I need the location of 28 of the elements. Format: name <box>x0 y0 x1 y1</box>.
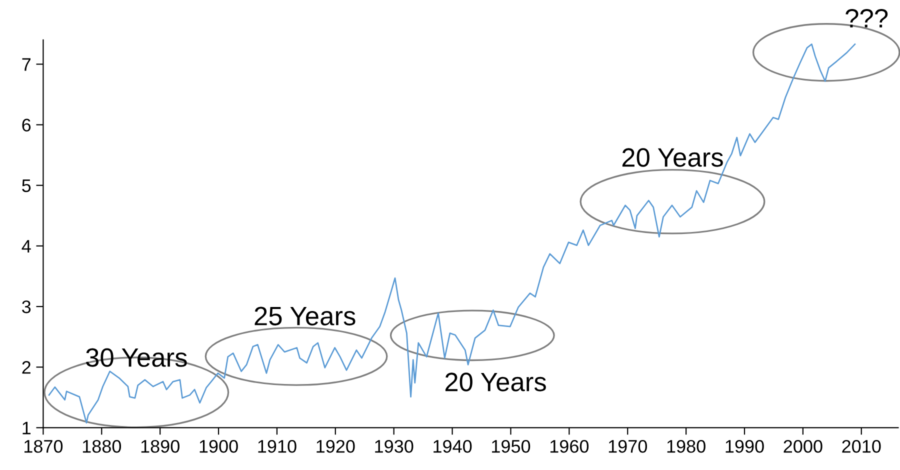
annotation: 25 Years <box>254 306 356 326</box>
x-tick-label: 1920 <box>316 440 355 453</box>
annotation: 30 Years <box>86 348 187 367</box>
x-tick-label: 1970 <box>608 440 647 453</box>
x-tick-label: 1980 <box>667 440 706 453</box>
x-tick-label: 1880 <box>82 440 122 453</box>
x-tick-label: 1890 <box>141 440 180 453</box>
x-tick-label: 1870 <box>24 440 63 453</box>
annotation: 20 Years <box>445 372 546 392</box>
x-tick-label: 1950 <box>492 440 530 453</box>
annotation: 20 Years <box>622 148 723 167</box>
x-tick-label: 1930 <box>375 440 414 453</box>
x-tick-label: 1900 <box>200 440 238 453</box>
x-tick-label: 2010 <box>842 440 881 453</box>
x-tick-label: 2000 <box>784 440 822 453</box>
x-tick-label: 1990 <box>726 440 764 453</box>
y-tick-label: 2 <box>22 361 30 374</box>
x-tick-label: 1910 <box>258 440 296 453</box>
y-tick-label: 5 <box>22 179 31 192</box>
y-tick-label: 4 <box>22 240 31 252</box>
y-tick-label: 7 <box>22 58 30 71</box>
x-tick-label: 1960 <box>550 440 589 453</box>
text: ??? <box>846 8 888 28</box>
x-tick-label: 1940 <box>434 440 472 453</box>
y-tick-label: 1 <box>22 422 31 434</box>
line-series <box>48 43 856 424</box>
y-tick-label: 6 <box>22 118 31 132</box>
y-tick-label: 3 <box>22 300 31 314</box>
